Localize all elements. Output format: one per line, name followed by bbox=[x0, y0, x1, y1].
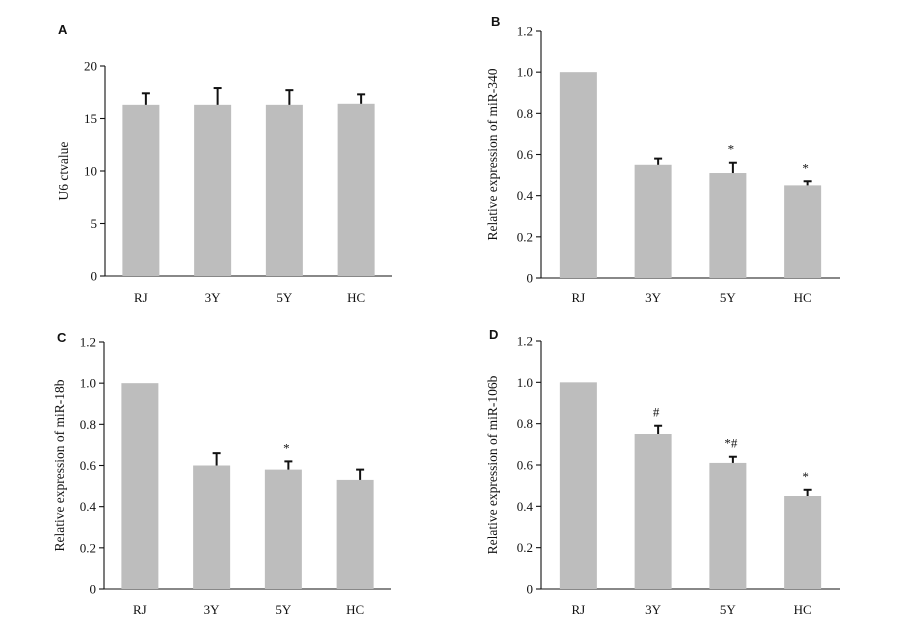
bar-hc bbox=[784, 496, 822, 589]
bar-3y bbox=[634, 434, 672, 589]
significance-marker: *# bbox=[724, 436, 738, 451]
y-tick-label: 1.2 bbox=[517, 334, 533, 349]
panel-d: D 0 0.2 0.4 0.6 0.8 1.0 1.2 Relative expression … bbox=[485, 327, 840, 617]
bar-5y bbox=[709, 173, 747, 278]
y-tick-label: 5 bbox=[91, 216, 98, 231]
y-tick-label: 1.2 bbox=[80, 335, 96, 350]
bar-5y bbox=[709, 462, 747, 589]
y-tick-label: 0 bbox=[527, 271, 534, 286]
category-label: RJ bbox=[134, 290, 148, 305]
category-label: 3Y bbox=[205, 290, 222, 305]
y-tick-label: 1.0 bbox=[517, 65, 533, 80]
y-tick-label: 0.8 bbox=[517, 416, 533, 431]
category-label: 5Y bbox=[720, 290, 737, 305]
y-tick-label: 20 bbox=[84, 59, 97, 74]
y-tick-label: 0 bbox=[91, 269, 98, 284]
y-tick-label: 0.8 bbox=[80, 417, 96, 432]
y-tick-label: 15 bbox=[84, 111, 97, 126]
category-label: HC bbox=[346, 602, 364, 617]
y-tick-label: 0.2 bbox=[517, 229, 533, 244]
category-label: 5Y bbox=[275, 602, 292, 617]
significance-marker: * bbox=[802, 160, 809, 175]
y-tick-label: 10 bbox=[84, 164, 97, 179]
significance-marker: * bbox=[802, 469, 809, 484]
category-label: 5Y bbox=[720, 602, 737, 617]
category-label: HC bbox=[347, 290, 365, 305]
panel-letter: D bbox=[489, 327, 498, 342]
panel-b: B 0 0.2 0.4 0.6 0.8 1.0 1.2 Relative expression … bbox=[485, 14, 840, 305]
category-label: RJ bbox=[133, 602, 147, 617]
y-tick-label: 0.2 bbox=[80, 540, 96, 555]
category-label: HC bbox=[794, 290, 812, 305]
y-tick-label: 0 bbox=[527, 582, 534, 597]
category-label: RJ bbox=[572, 290, 586, 305]
bar-rj bbox=[559, 382, 597, 589]
category-label: HC bbox=[794, 602, 812, 617]
y-axis-title: Relative expression of miR-18b bbox=[52, 379, 67, 551]
panel-c: C 0 0.2 0.4 0.6 0.8 1.0 1.2 Relative expression … bbox=[52, 330, 391, 617]
bar-3y bbox=[194, 104, 232, 276]
y-tick-label: 1.0 bbox=[517, 375, 533, 390]
bar-5y bbox=[264, 469, 302, 589]
y-axis-title: Relative expression of miR-106b bbox=[485, 375, 500, 554]
category-label: 3Y bbox=[645, 602, 662, 617]
bar-hc bbox=[784, 185, 822, 278]
bar-3y bbox=[193, 465, 231, 589]
bar-5y bbox=[265, 104, 303, 276]
y-tick-label: 0.4 bbox=[80, 499, 97, 514]
panel-letter: B bbox=[491, 14, 500, 29]
y-tick-label: 1.2 bbox=[517, 24, 533, 39]
y-tick-label: 0.2 bbox=[517, 540, 533, 555]
category-label: 3Y bbox=[645, 290, 662, 305]
bar-rj bbox=[122, 104, 160, 276]
bar-hc bbox=[336, 479, 374, 589]
y-tick-label: 0.4 bbox=[517, 499, 534, 514]
bar-rj bbox=[559, 72, 597, 279]
significance-marker: # bbox=[653, 405, 660, 420]
significance-marker: * bbox=[283, 440, 290, 455]
panel-letter: C bbox=[57, 330, 67, 345]
panel-a: A 0 5 10 15 20 U6 ctvalue RJ 3Y 5Y HC bbox=[56, 22, 392, 305]
bar-3y bbox=[634, 164, 672, 278]
category-label: 3Y bbox=[204, 602, 221, 617]
bar-hc bbox=[337, 103, 375, 276]
significance-marker: * bbox=[728, 142, 735, 157]
y-tick-label: 0 bbox=[90, 582, 97, 597]
y-tick-label: 0.6 bbox=[80, 458, 97, 473]
y-tick-label: 0.4 bbox=[517, 188, 534, 203]
panel-letter: A bbox=[58, 22, 68, 37]
category-label: 5Y bbox=[276, 290, 293, 305]
y-axis-title: Relative expression of miR-340 bbox=[485, 68, 500, 240]
y-tick-label: 0.6 bbox=[517, 458, 534, 473]
y-tick-label: 1.0 bbox=[80, 376, 96, 391]
category-label: RJ bbox=[572, 602, 586, 617]
y-axis-title: U6 ctvalue bbox=[56, 142, 71, 201]
y-tick-label: 0.8 bbox=[517, 106, 533, 121]
y-tick-label: 0.6 bbox=[517, 147, 534, 162]
bar-rj bbox=[121, 383, 159, 589]
